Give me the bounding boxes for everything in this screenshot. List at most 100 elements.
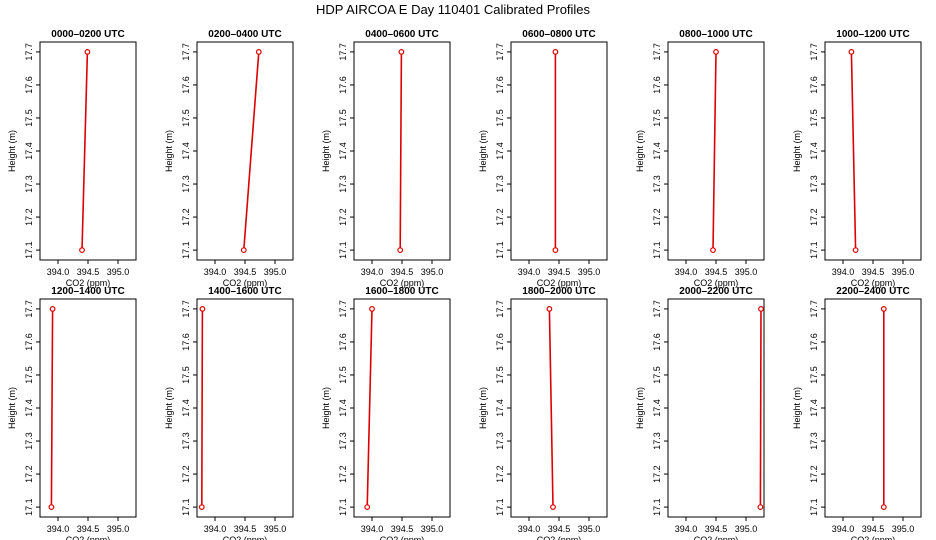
y-tick-label: 17.7 bbox=[809, 43, 819, 61]
data-point bbox=[79, 247, 85, 253]
plot-frame bbox=[667, 298, 765, 518]
y-tick-label: 17.3 bbox=[809, 432, 819, 450]
y-tick-label: 17.2 bbox=[809, 465, 819, 483]
data-point bbox=[369, 306, 375, 312]
y-tick-label: 17.1 bbox=[181, 241, 191, 259]
x-axis-label: CO2 (ppm) bbox=[694, 535, 739, 540]
y-tick-label: 17.7 bbox=[181, 300, 191, 318]
y-tick-label: 17.7 bbox=[809, 300, 819, 318]
x-tick-label: 395.0 bbox=[578, 524, 601, 534]
x-tick-label: 394.0 bbox=[361, 267, 384, 277]
y-tick-label: 17.6 bbox=[495, 76, 505, 94]
y-tick-label: 17.1 bbox=[652, 498, 662, 516]
y-axis-label: Height (m) bbox=[321, 130, 331, 172]
y-tick-label: 17.6 bbox=[338, 76, 348, 94]
data-point bbox=[240, 247, 247, 253]
y-tick-label: 17.4 bbox=[338, 399, 348, 417]
x-axis-label: CO2 (ppm) bbox=[380, 535, 425, 540]
y-tick-label: 17.6 bbox=[338, 333, 348, 351]
x-tick-label: 394.0 bbox=[47, 267, 70, 277]
plot-frame bbox=[196, 298, 294, 518]
y-axis-label: Height (m) bbox=[478, 387, 488, 429]
data-point bbox=[49, 306, 56, 312]
panel-title: 1600–1800 UTC bbox=[365, 286, 438, 297]
y-tick-label: 17.2 bbox=[24, 465, 34, 483]
x-axis-label: CO2 (ppm) bbox=[537, 535, 582, 540]
y-axis-label: Height (m) bbox=[792, 130, 802, 172]
profile-line bbox=[243, 51, 260, 251]
x-tick-label: 395.0 bbox=[421, 524, 444, 534]
y-tick-label: 17.6 bbox=[24, 76, 34, 94]
x-axis-label: CO2 (ppm) bbox=[66, 535, 111, 540]
y-tick-label: 17.5 bbox=[24, 366, 34, 384]
panel-title: 0600–0800 UTC bbox=[522, 29, 595, 40]
y-tick-label: 17.2 bbox=[495, 465, 505, 483]
data-point bbox=[880, 306, 887, 312]
x-tick-label: 394.0 bbox=[204, 524, 227, 534]
y-tick-label: 17.5 bbox=[652, 109, 662, 127]
y-tick-label: 17.5 bbox=[809, 109, 819, 127]
y-tick-label: 17.6 bbox=[652, 333, 662, 351]
y-axis-label: Height (m) bbox=[164, 387, 174, 429]
x-axis-label: CO2 (ppm) bbox=[694, 278, 739, 288]
y-tick-label: 17.5 bbox=[181, 366, 191, 384]
panel-title: 1800–2000 UTC bbox=[522, 286, 595, 297]
data-point bbox=[880, 504, 887, 510]
y-tick-label: 17.4 bbox=[809, 399, 819, 417]
x-axis-label: CO2 (ppm) bbox=[851, 278, 896, 288]
data-point bbox=[398, 49, 405, 55]
y-axis-label: Height (m) bbox=[478, 130, 488, 172]
x-tick-label: 395.0 bbox=[421, 267, 444, 277]
y-tick-label: 17.6 bbox=[495, 333, 505, 351]
y-tick-label: 17.2 bbox=[338, 208, 348, 226]
profile-line bbox=[50, 308, 54, 508]
y-tick-label: 17.4 bbox=[652, 399, 662, 417]
y-tick-label: 17.7 bbox=[181, 43, 191, 61]
y-axis-label: Height (m) bbox=[164, 130, 174, 172]
x-tick-label: 394.5 bbox=[234, 267, 257, 277]
x-tick-label: 394.0 bbox=[675, 524, 698, 534]
plot-frame bbox=[510, 298, 608, 518]
x-tick-label: 394.0 bbox=[361, 524, 384, 534]
y-tick-label: 17.7 bbox=[495, 300, 505, 318]
data-point bbox=[848, 49, 855, 55]
x-tick-label: 394.0 bbox=[832, 524, 855, 534]
y-tick-label: 17.7 bbox=[24, 300, 34, 318]
data-point bbox=[713, 49, 719, 55]
y-tick-label: 17.3 bbox=[24, 432, 34, 450]
y-tick-label: 17.1 bbox=[181, 498, 191, 516]
y-tick-label: 17.2 bbox=[338, 465, 348, 483]
x-tick-label: 394.5 bbox=[862, 267, 885, 277]
y-tick-label: 17.3 bbox=[338, 175, 348, 193]
x-tick-label: 394.5 bbox=[705, 524, 728, 534]
x-tick-label: 394.5 bbox=[548, 267, 571, 277]
data-point bbox=[48, 504, 55, 510]
y-tick-label: 17.6 bbox=[181, 333, 191, 351]
data-point bbox=[397, 247, 404, 253]
y-tick-label: 17.2 bbox=[181, 465, 191, 483]
y-tick-label: 17.7 bbox=[338, 43, 348, 61]
panel-title: 0000–0200 UTC bbox=[51, 29, 124, 40]
x-tick-label: 394.0 bbox=[518, 267, 541, 277]
y-tick-label: 17.4 bbox=[181, 142, 191, 160]
y-tick-label: 17.7 bbox=[495, 43, 505, 61]
y-tick-label: 17.6 bbox=[652, 76, 662, 94]
data-point bbox=[546, 306, 553, 312]
x-tick-label: 395.0 bbox=[892, 524, 915, 534]
panel-title: 1000–1200 UTC bbox=[836, 29, 909, 40]
y-tick-label: 17.1 bbox=[809, 241, 819, 259]
panel-title: 2000–2200 UTC bbox=[679, 286, 752, 297]
y-tick-label: 17.5 bbox=[495, 109, 505, 127]
panel-title: 0200–0400 UTC bbox=[208, 29, 281, 40]
x-tick-label: 394.0 bbox=[204, 267, 227, 277]
x-axis-label: CO2 (ppm) bbox=[66, 278, 111, 288]
data-point bbox=[758, 306, 764, 312]
y-tick-label: 17.6 bbox=[24, 333, 34, 351]
